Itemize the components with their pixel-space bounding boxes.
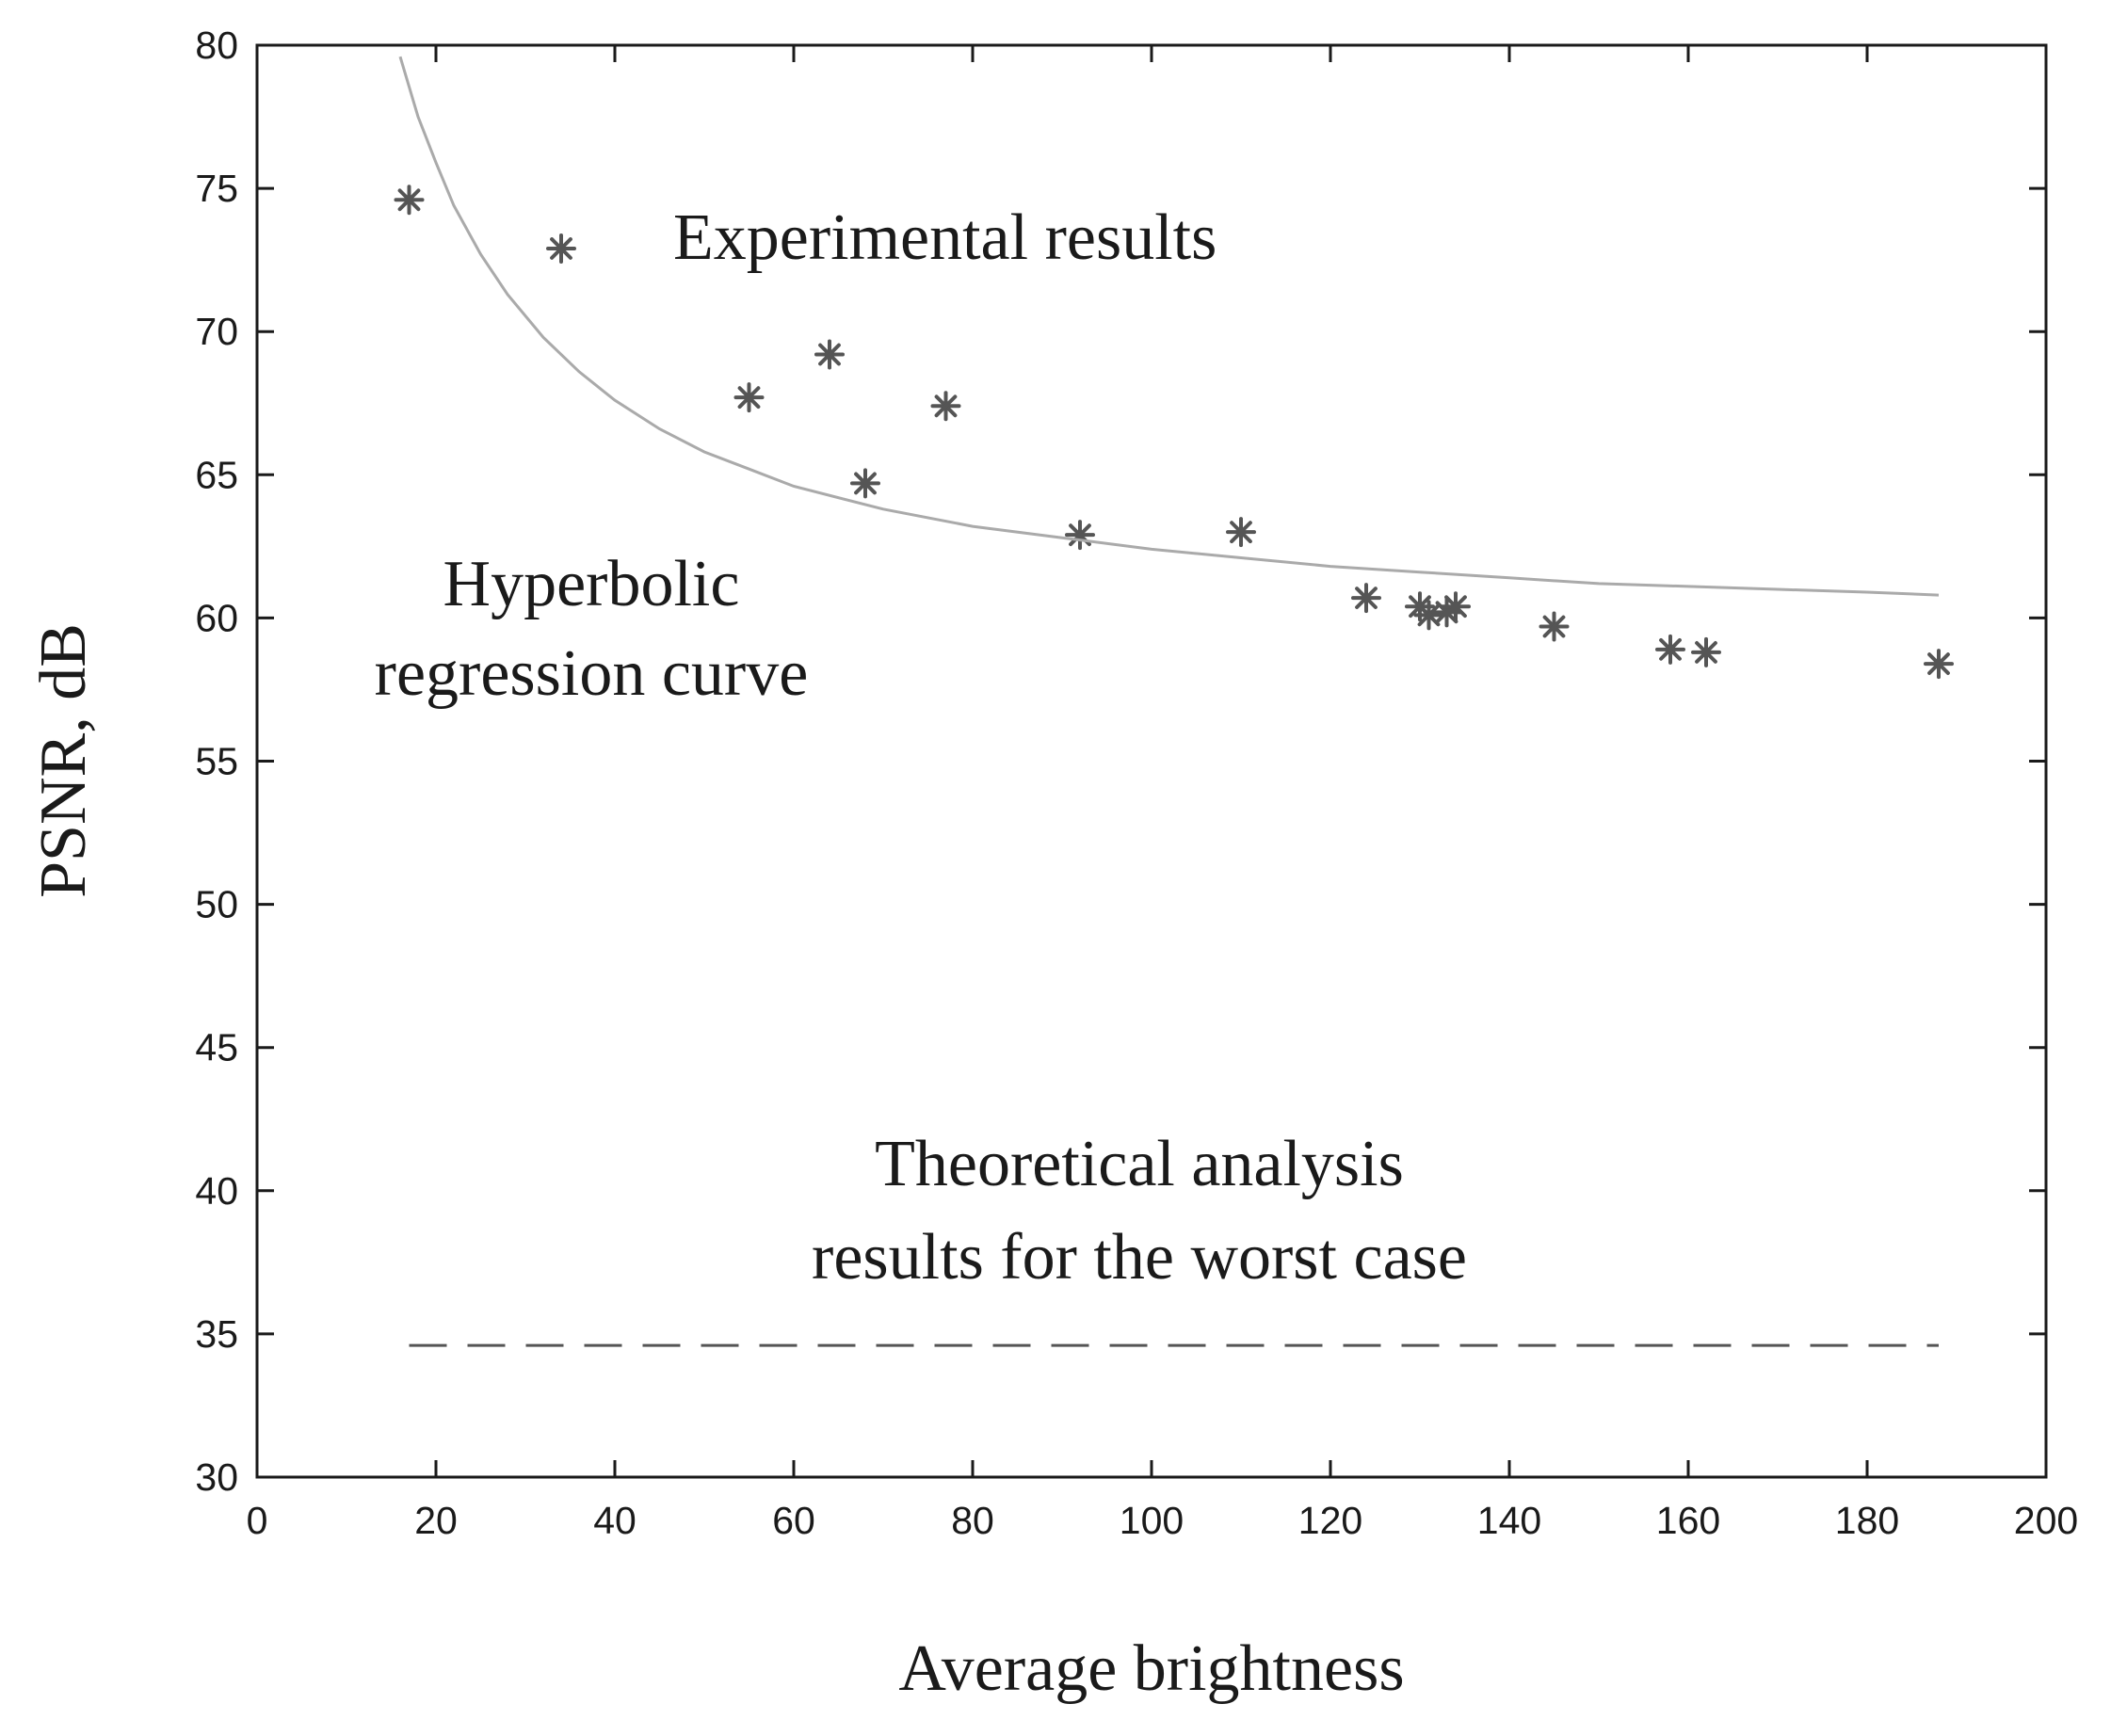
x-tick-label: 0 [247, 1499, 268, 1542]
x-tick-label: 40 [593, 1499, 637, 1542]
x-tick-label: 160 [1656, 1499, 1720, 1542]
experimental-point [1413, 600, 1444, 631]
experimental-point [930, 391, 961, 422]
x-tick-label: 140 [1477, 1499, 1541, 1542]
y-tick-label: 35 [195, 1312, 238, 1356]
experimental-point [1539, 611, 1570, 642]
y-tick-label: 65 [195, 453, 238, 496]
experimental-point [546, 233, 576, 264]
experimental-point [1351, 583, 1381, 614]
y-tick-label: 75 [195, 167, 238, 210]
x-tick-label: 80 [951, 1499, 994, 1542]
regression-curve [398, 56, 1940, 597]
y-axis-title: PSNR, dB [27, 623, 100, 898]
y-tick-label: 60 [195, 596, 238, 639]
experimental-point [1441, 591, 1471, 622]
experimental-point [1691, 636, 1721, 667]
y-tick-label: 45 [195, 1026, 238, 1069]
x-tick-label: 20 [414, 1499, 458, 1542]
x-tick-label: 120 [1298, 1499, 1362, 1542]
y-tick-label: 70 [195, 310, 238, 353]
experimental-point [1226, 517, 1256, 548]
y-axis-ticks: 30 35 40 45 50 55 60 65 70 75 80 [195, 24, 2046, 1499]
experimental-point [394, 185, 425, 216]
y-tick-label: 80 [195, 24, 238, 67]
x-tick-label: 100 [1120, 1499, 1184, 1542]
y-tick-label: 50 [195, 883, 238, 926]
annotation-regression-line1: Hyperbolic [443, 548, 740, 620]
plot-area [394, 56, 1954, 1347]
y-tick-label: 55 [195, 740, 238, 783]
experimental-point [814, 339, 845, 370]
experimental-point [733, 382, 765, 413]
experimental-point [1655, 634, 1685, 665]
x-tick-label: 60 [772, 1499, 815, 1542]
y-tick-label: 30 [195, 1455, 238, 1499]
experimental-point [1065, 520, 1095, 551]
y-tick-label: 40 [195, 1169, 238, 1213]
annotation-theoretical-line2: results for the worst case [812, 1221, 1467, 1294]
experimental-point [1924, 649, 1954, 680]
x-axis-title: Average brightness [898, 1632, 1404, 1705]
annotation-regression-line2: regression curve [375, 637, 809, 710]
x-tick-label: 200 [2014, 1499, 2078, 1542]
annotation-theoretical-line1: Theoretical analysis [875, 1128, 1404, 1200]
experimental-point [850, 468, 880, 499]
x-axis-ticks: 0 20 40 60 80 100 120 140 160 180 200 [247, 45, 2078, 1542]
annotation-experimental-results: Experimental results [673, 201, 1217, 274]
x-tick-label: 180 [1835, 1499, 1899, 1542]
